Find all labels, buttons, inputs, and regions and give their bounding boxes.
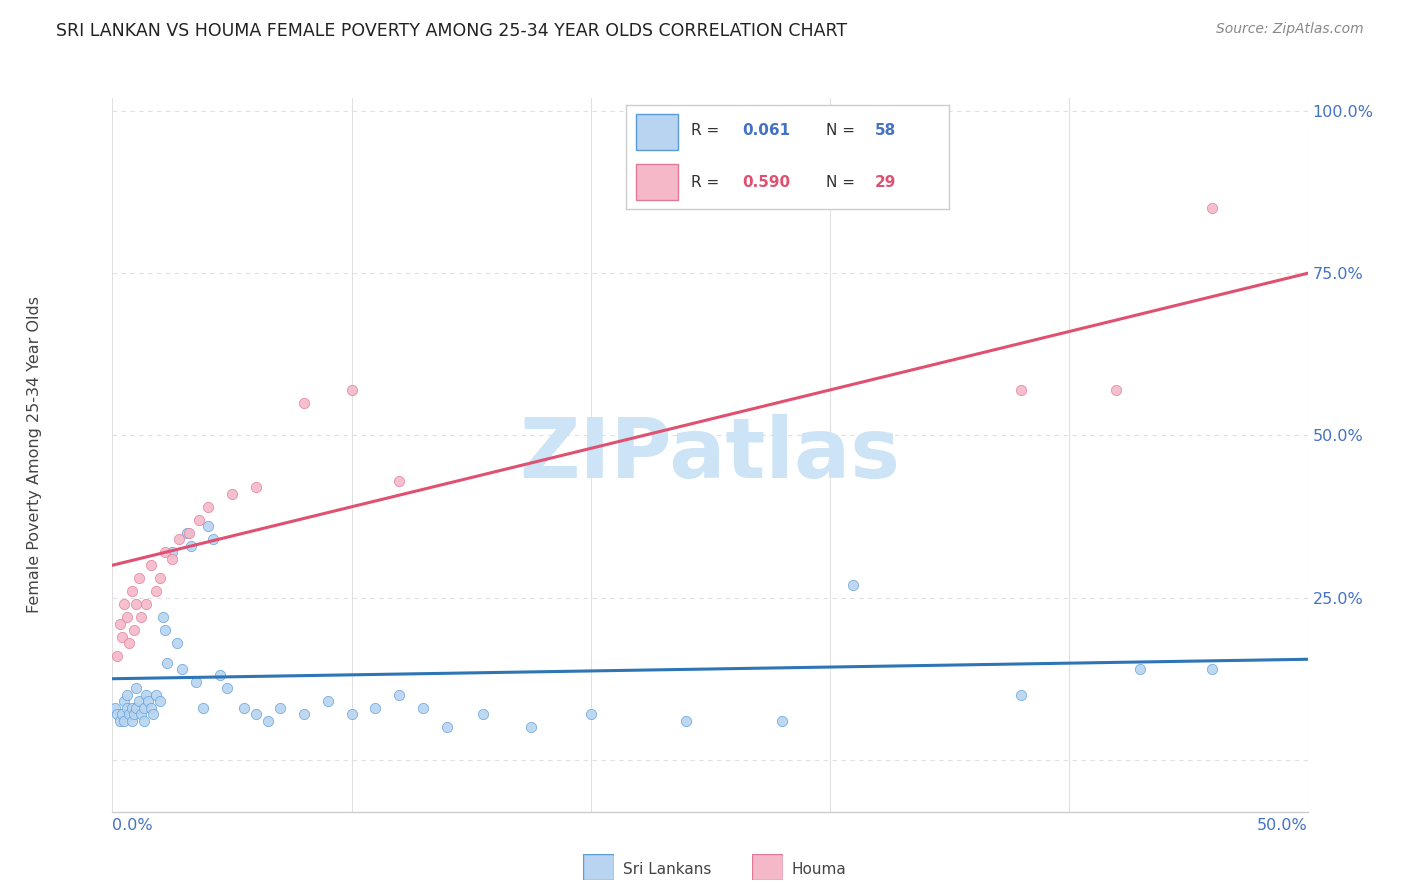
Point [121, 701, 143, 715]
Point [121, 584, 143, 599]
Point [139, 701, 162, 715]
Point [364, 701, 387, 715]
Point [193, 701, 215, 715]
Point [115, 610, 138, 624]
Point [111, 707, 134, 722]
Point [201, 533, 224, 547]
Point [145, 688, 167, 702]
Point [170, 662, 193, 676]
FancyBboxPatch shape [752, 854, 783, 880]
Point [125, 597, 148, 611]
Point [245, 480, 267, 494]
Point [245, 707, 267, 722]
Point [149, 694, 172, 708]
Point [186, 675, 208, 690]
Point [152, 610, 174, 624]
Point [108, 714, 131, 728]
Point [111, 630, 134, 644]
Point [180, 539, 202, 553]
Text: ZIPatlas: ZIPatlas [520, 415, 900, 495]
Point [153, 623, 176, 637]
Point [115, 701, 138, 715]
Point [340, 383, 363, 397]
Point [1201, 662, 1223, 676]
Point [128, 571, 150, 585]
Point [208, 668, 231, 682]
Point [156, 656, 179, 670]
Point [132, 701, 155, 715]
Point [122, 623, 145, 637]
Point [412, 701, 434, 715]
Point [142, 707, 165, 722]
Point [388, 688, 411, 702]
Point [135, 597, 157, 611]
Point [135, 688, 157, 702]
Point [169, 533, 191, 547]
Point [129, 707, 152, 722]
Point [316, 694, 339, 708]
Point [217, 681, 239, 696]
Point [132, 714, 155, 728]
Point [1105, 383, 1128, 397]
Point [177, 525, 200, 540]
Point [436, 720, 458, 734]
Point [114, 694, 135, 708]
Text: 0.0%: 0.0% [112, 818, 153, 833]
Point [149, 571, 172, 585]
Text: Sri Lankans: Sri Lankans [623, 863, 711, 877]
Point [232, 701, 256, 715]
Point [520, 720, 543, 734]
Point [770, 714, 793, 728]
Point [388, 474, 411, 488]
Point [129, 610, 152, 624]
Point [122, 707, 145, 722]
Point [118, 636, 141, 650]
Text: 50.0%: 50.0% [1257, 818, 1308, 833]
Point [675, 714, 697, 728]
Point [292, 707, 315, 722]
Point [197, 500, 219, 514]
Point [138, 694, 160, 708]
Point [197, 519, 219, 533]
FancyBboxPatch shape [583, 854, 614, 880]
Point [472, 707, 495, 722]
Point [118, 707, 141, 722]
Point [128, 694, 150, 708]
Point [162, 545, 183, 559]
Point [1010, 383, 1032, 397]
Point [108, 616, 131, 631]
Text: Houma: Houma [792, 863, 846, 877]
Point [114, 597, 135, 611]
Point [145, 584, 167, 599]
Point [269, 701, 291, 715]
Point [579, 707, 602, 722]
Point [221, 487, 243, 501]
Point [842, 577, 865, 591]
Point [292, 396, 315, 410]
Point [166, 636, 188, 650]
Point [1010, 688, 1032, 702]
Point [1201, 202, 1223, 216]
Point [176, 525, 198, 540]
Point [1129, 662, 1152, 676]
Point [115, 688, 138, 702]
Point [257, 714, 280, 728]
Point [125, 681, 148, 696]
Point [105, 648, 128, 663]
Text: Source: ZipAtlas.com: Source: ZipAtlas.com [1216, 22, 1364, 37]
Point [121, 714, 143, 728]
Point [125, 701, 148, 715]
Point [114, 714, 135, 728]
Point [139, 558, 162, 573]
Point [105, 707, 128, 722]
Text: Female Poverty Among 25-34 Year Olds: Female Poverty Among 25-34 Year Olds [27, 296, 42, 614]
Point [187, 513, 209, 527]
Point [340, 707, 363, 722]
Text: SRI LANKAN VS HOUMA FEMALE POVERTY AMONG 25-34 YEAR OLDS CORRELATION CHART: SRI LANKAN VS HOUMA FEMALE POVERTY AMONG… [56, 22, 848, 40]
Point [104, 701, 127, 715]
Point [153, 545, 176, 559]
Point [162, 551, 183, 566]
